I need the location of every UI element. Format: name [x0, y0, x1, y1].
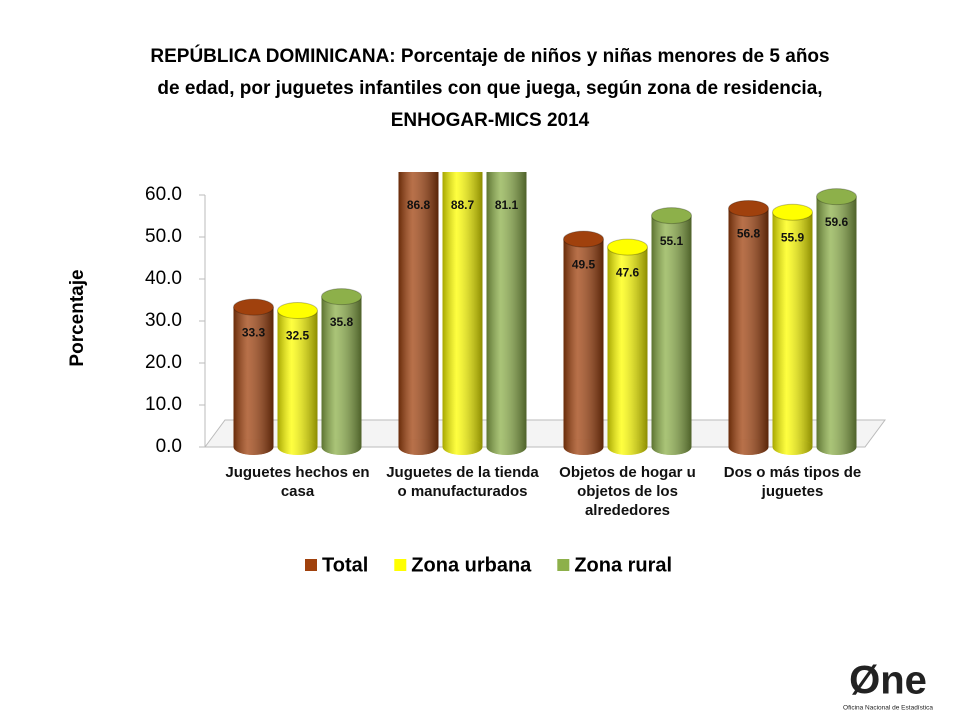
- y-tick-label: 30.0: [145, 310, 182, 331]
- bar-shade: [563, 239, 604, 447]
- value-label: 86.8: [407, 198, 431, 212]
- value-label: 59.6: [825, 215, 849, 229]
- bar-top: [772, 203, 813, 221]
- bar-shade: [772, 212, 813, 447]
- bar-bottom-shade: [772, 439, 813, 455]
- value-label: 49.5: [572, 257, 596, 271]
- x-tick-label: Dos o más tipos de juguetes: [723, 464, 862, 500]
- logo: Øne Oficina Nacional de Estadística: [843, 659, 933, 712]
- x-tick-label: Juguetes de la tienda o manufacturados: [386, 464, 539, 500]
- y-tick-label: 40.0: [145, 268, 182, 289]
- bar-bottom-shade: [398, 439, 439, 455]
- chart-title: ENHOGAR-MICS 2014: [391, 110, 590, 131]
- y-tick-label: 50.0: [145, 226, 182, 247]
- bar-bottom-shade: [563, 439, 604, 455]
- plot: [233, 172, 857, 455]
- bar-shade: [607, 247, 648, 447]
- bar-bottom-shade: [442, 439, 483, 455]
- bar-shade: [233, 307, 274, 447]
- bar-bottom-shade: [607, 439, 648, 455]
- value-label: 81.1: [495, 198, 519, 212]
- bar-shade: [321, 296, 362, 447]
- y-tick-label: 0.0: [156, 436, 182, 457]
- x-tick-label: Juguetes hechos en casa: [225, 464, 370, 500]
- bar-top: [563, 230, 604, 248]
- bar-top: [651, 207, 692, 225]
- legend-label: Zona rural: [574, 554, 672, 576]
- legend-label: Total: [322, 554, 368, 576]
- value-label: 33.3: [242, 325, 266, 339]
- bar-bottom-shade: [728, 439, 769, 455]
- chart-title: de edad, por juguetes infantiles con que…: [157, 78, 822, 99]
- logo-caption: Oficina Nacional de Estadística: [843, 705, 933, 712]
- bar-top: [321, 288, 362, 306]
- logo-mark: Øne: [849, 659, 927, 703]
- bar-bottom-shade: [321, 439, 362, 455]
- bar-bottom-shade: [277, 439, 318, 455]
- bar-bottom-shade: [816, 439, 857, 455]
- bar-top: [607, 238, 648, 256]
- legend-swatch: [305, 559, 317, 571]
- bar-shade: [398, 172, 439, 447]
- bar-shade: [651, 215, 692, 447]
- x-tick-label-box: Juguetes hechos en casa: [225, 464, 370, 500]
- value-label: 56.8: [737, 227, 761, 241]
- x-tick-label-box: Juguetes de la tienda o manufacturados: [386, 464, 539, 500]
- y-tick-label: 60.0: [145, 184, 182, 205]
- bar-top: [816, 188, 857, 206]
- bar-shade: [728, 208, 769, 447]
- bar-bottom-shade: [233, 439, 274, 455]
- value-labels: 33.3 32.5 35.8 86.8 88.7 81.1 49.5 47.6 55.1 56.8…: [242, 198, 849, 343]
- y-tick-label: 20.0: [145, 352, 182, 373]
- legend-swatch: [394, 559, 407, 571]
- bar-shade: [486, 172, 527, 447]
- bar-top: [728, 199, 769, 217]
- x-tick-label-box: Objetos de hogar u objetos de los alrede…: [559, 464, 696, 519]
- bar-shade: [816, 196, 857, 447]
- bar-shade: [442, 172, 483, 448]
- bar-shade: [277, 310, 318, 447]
- value-label: 55.9: [781, 230, 805, 244]
- legend-label: Zona urbana: [411, 554, 532, 576]
- bar-bottom-shade: [651, 439, 692, 455]
- bar-bottom-shade: [486, 439, 527, 455]
- value-label: 35.8: [330, 315, 354, 329]
- bar-top: [233, 298, 274, 316]
- value-label: 88.7: [451, 198, 475, 212]
- legend-swatch: [557, 559, 570, 571]
- y-tick-label: 10.0: [145, 394, 182, 415]
- x-tick-label: Objetos de hogar u objetos de los alrede…: [559, 464, 696, 519]
- value-label: 32.5: [286, 329, 310, 343]
- y-axis-label: Porcentaje: [67, 269, 88, 366]
- x-tick-label-box: Dos o más tipos de juguetes: [723, 464, 862, 500]
- value-label: 55.1: [660, 234, 684, 248]
- value-label: 47.6: [616, 265, 640, 279]
- bar-top: [277, 302, 318, 319]
- chart-title: REPÚBLICA DOMINICANA: Porcentaje de niño…: [150, 45, 829, 67]
